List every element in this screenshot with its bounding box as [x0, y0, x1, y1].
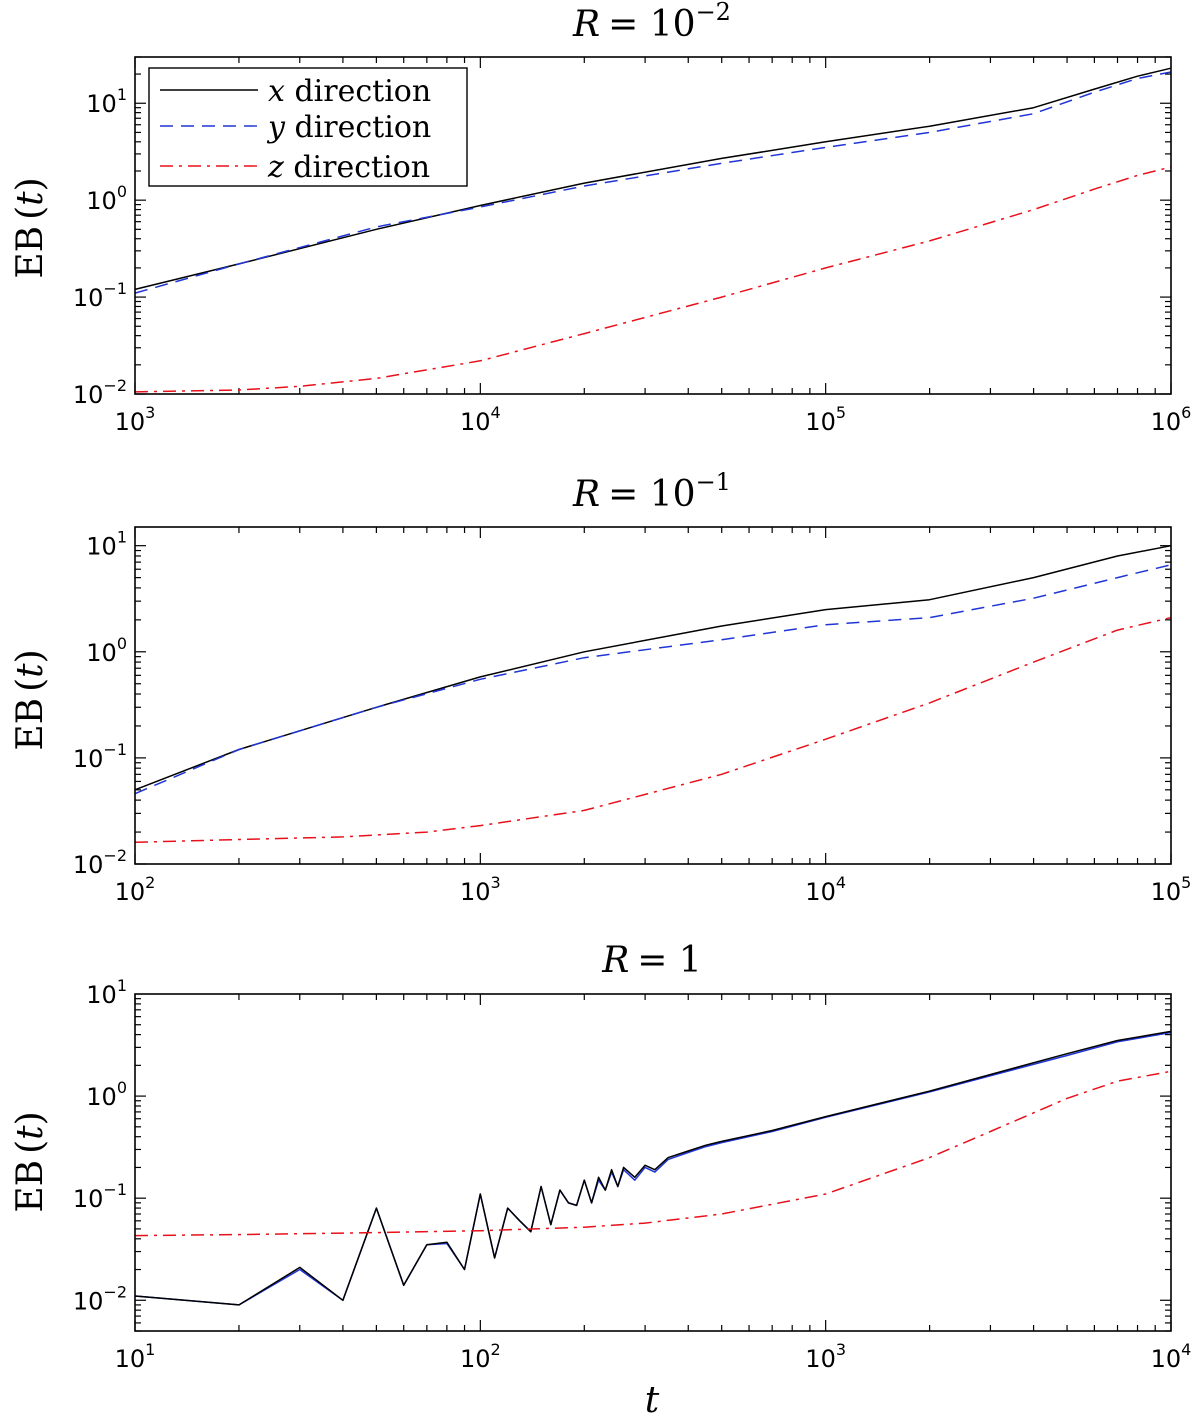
axes-frame [134, 993, 1172, 1332]
x-tick-label: 105 [805, 403, 846, 436]
y-tick-label: 101 [86, 528, 127, 561]
x-tick-label: 101 [115, 1340, 156, 1373]
x-tick-label: 102 [460, 1340, 501, 1373]
y-tick-label: 10−2 [73, 1282, 127, 1315]
series-line-z [134, 1070, 1172, 1237]
y-tick-label: 101 [86, 85, 127, 118]
series-line-z [134, 166, 1172, 393]
y-tick-label: 101 [86, 976, 127, 1009]
x-tick-label: 103 [805, 1340, 846, 1373]
title-rhs: = 1 [637, 940, 702, 981]
title-rhs: = 10 [608, 474, 695, 515]
tick-layer: 101 102 103 104 10−2 10−1 100 101 [73, 976, 1192, 1373]
axes-frame [134, 56, 1172, 395]
legend-label-x: x direction [268, 74, 431, 109]
y-tick-label: 10−1 [73, 740, 127, 773]
y-tick-label: 100 [86, 1078, 127, 1111]
legend-label-z: z direction [267, 150, 430, 185]
panel-r-1e-1: R = 10−1 EB(t) 102 103 104 105 10−2 10−1 100 101 [10, 468, 1191, 906]
title-lhs: R [572, 4, 600, 45]
series-line-y [134, 71, 1172, 294]
y-tick-label: 100 [86, 634, 127, 667]
x-tick-label: 106 [1151, 403, 1192, 436]
legend: x direction y direction z direction [148, 67, 468, 187]
panel-title: R = 10−1 [572, 468, 731, 515]
y-axis-label: EB(t) [10, 177, 51, 278]
tick-layer: 102 103 104 105 10−2 10−1 100 101 [73, 527, 1192, 906]
series-line-x [134, 544, 1172, 791]
y-tick-label: 10−2 [73, 376, 127, 409]
title-lhs: R [572, 474, 600, 515]
x-tick-label: 103 [115, 403, 156, 436]
y-axis-label: EB(t) [10, 649, 51, 750]
legend-box [148, 67, 468, 187]
x-tick-label: 103 [460, 873, 501, 906]
axes-frame [134, 526, 1172, 865]
y-tick-label: 100 [86, 182, 127, 215]
y-axis-label: EB(t) [10, 1111, 51, 1212]
plot-area [134, 544, 1172, 844]
tick-layer: 103 104 105 106 10−2 10−1 100 101 [73, 56, 1192, 436]
y-tick-label: 10−1 [73, 279, 127, 312]
panel-title: R = 10−2 [572, 0, 731, 45]
ylabel-main: EB [10, 1160, 51, 1213]
panel-r-1e-2: R = 10−2 EB(t) 103 104 105 106 10−2 10−1 100 101… [10, 0, 1191, 436]
legend-label-y: y direction [266, 110, 431, 145]
x-tick-label: 104 [805, 873, 846, 906]
plot-area [134, 67, 1172, 393]
ylabel-main: EB [10, 226, 51, 279]
ylabel-var: t [10, 1125, 51, 1140]
title-exp: −2 [696, 0, 731, 26]
title-exp: −1 [696, 468, 731, 496]
ylabel-var: t [10, 191, 51, 206]
x-tick-label: 102 [115, 873, 156, 906]
y-tick-label: 10−2 [73, 846, 127, 879]
panel-r-1: R = 1 EB(t) t 101 102 103 104 10−2 10−1 100 101 [10, 940, 1191, 1420]
x-tick-label: 104 [460, 403, 501, 436]
y-tick-label: 10−1 [73, 1180, 127, 1213]
x-tick-label: 105 [1151, 873, 1192, 906]
title-lhs: R [601, 940, 629, 981]
series-line-x [134, 1030, 1172, 1306]
x-axis-label: t [645, 1380, 660, 1420]
panel-title: R = 1 [601, 940, 702, 981]
title-rhs: = 10 [608, 4, 695, 45]
series-line-y [134, 564, 1172, 795]
ylabel-var: t [10, 663, 51, 678]
x-tick-label: 104 [1151, 1340, 1192, 1373]
series-line-x [134, 67, 1172, 291]
plot-area [134, 1030, 1172, 1306]
series-line-z [134, 616, 1172, 844]
ylabel-main: EB [10, 698, 51, 751]
